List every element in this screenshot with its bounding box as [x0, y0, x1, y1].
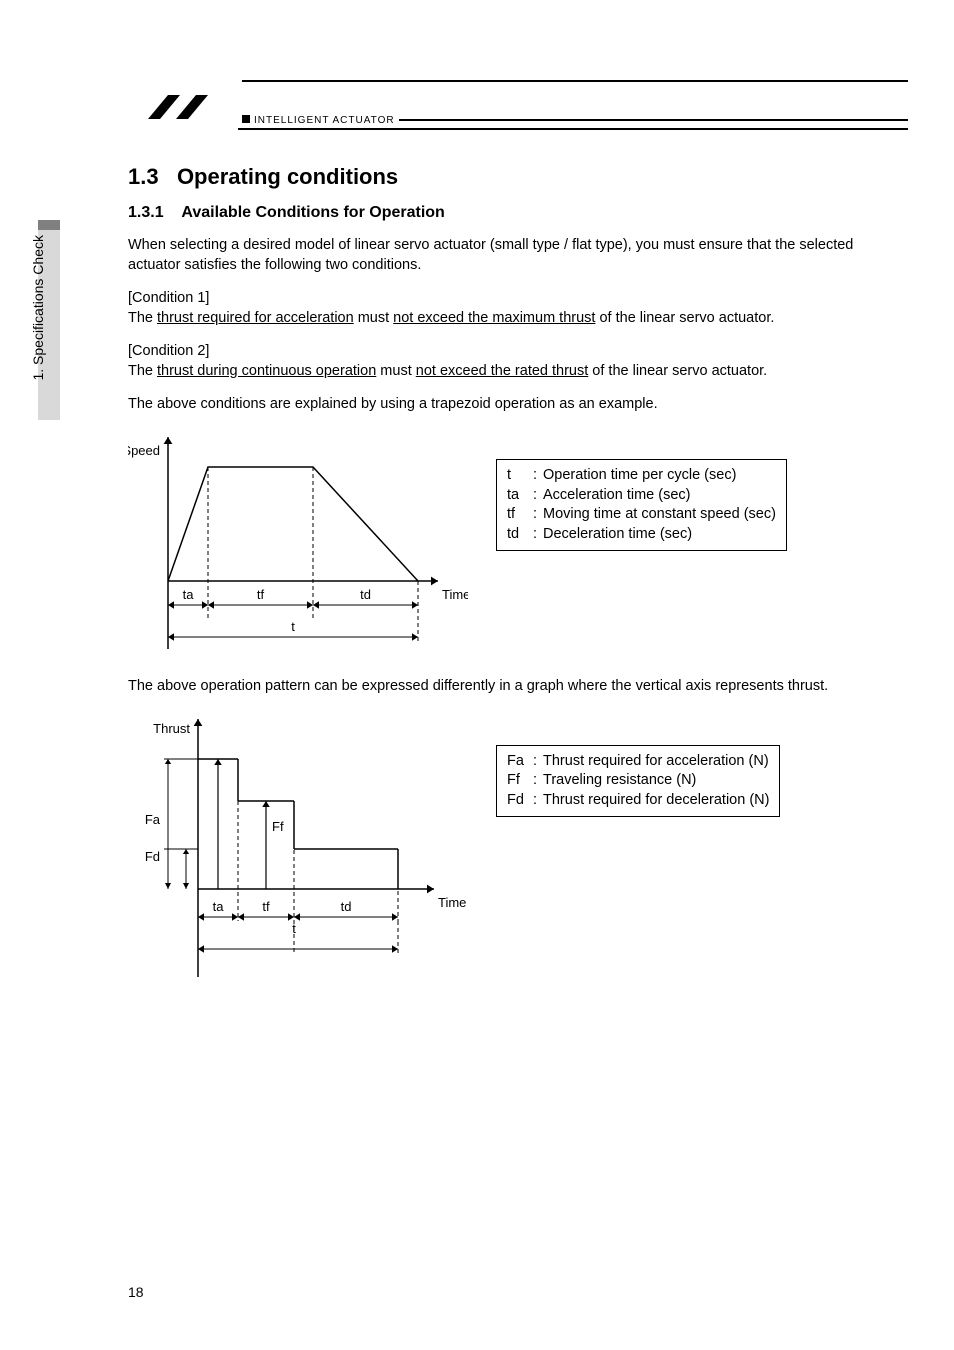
svg-text:ta: ta — [183, 587, 195, 602]
text: of the linear servo actuator. — [588, 363, 767, 379]
legend-symbol: Fd — [507, 791, 533, 811]
legend-desc: Operation time per cycle (sec) — [543, 466, 736, 486]
text: must — [376, 363, 415, 379]
svg-text:Time: Time — [442, 587, 468, 602]
legend-colon: : — [533, 791, 543, 811]
text: The — [128, 363, 157, 379]
legend-colon: : — [533, 525, 543, 545]
svg-text:td: td — [360, 587, 371, 602]
legend-symbol: Fa — [507, 752, 533, 772]
text: must — [354, 310, 393, 326]
logo-icon — [128, 84, 238, 130]
legend-desc: Acceleration time (sec) — [543, 486, 690, 506]
legend-colon: : — [533, 771, 543, 791]
legend-line: ta: Acceleration time (sec) — [507, 486, 776, 506]
svg-text:t: t — [292, 921, 296, 936]
legend-desc: Moving time at constant speed (sec) — [543, 505, 776, 525]
brand-bar: INTELLIGENT ACTUATOR — [238, 115, 908, 130]
text: The — [128, 310, 157, 326]
text: of the linear servo actuator. — [595, 310, 774, 326]
legend-symbol: td — [507, 525, 533, 545]
legend-colon: : — [533, 752, 543, 772]
subsection-title: Available Conditions for Operation — [181, 204, 444, 221]
svg-text:ta: ta — [213, 899, 225, 914]
legend-desc: Thrust required for acceleration (N) — [543, 752, 769, 772]
text-underline: not exceed the rated thrust — [416, 363, 589, 379]
mid-paragraph: The above operation pattern can be expre… — [128, 677, 908, 697]
legend-line: td: Deceleration time (sec) — [507, 525, 776, 545]
svg-text:Fa: Fa — [145, 812, 161, 827]
brand-block-icon — [242, 115, 250, 123]
page-header: INTELLIGENT ACTUATOR — [128, 84, 908, 130]
subsection-number: 1.3.1 — [128, 204, 164, 221]
condition2-text: The thrust during continuous operation m… — [128, 362, 908, 382]
legend-colon: : — [533, 486, 543, 506]
explain-paragraph: The above conditions are explained by us… — [128, 395, 908, 415]
speed-time-chart: Speed Time ta tf td t — [128, 429, 468, 659]
condition1-label: [Condition 1] — [128, 289, 908, 309]
legend2-box: Fa: Thrust required for acceleration (N)… — [496, 745, 780, 818]
svg-text:Ff: Ff — [272, 819, 284, 834]
legend-symbol: ta — [507, 486, 533, 506]
svg-text:tf: tf — [257, 587, 265, 602]
legend1-box: t: Operation time per cycle (sec)ta: Acc… — [496, 459, 787, 551]
svg-text:Time: Time — [438, 895, 466, 910]
legend-symbol: Ff — [507, 771, 533, 791]
text-underline: thrust required for acceleration — [157, 310, 354, 326]
intro-paragraph: When selecting a desired model of linear… — [128, 236, 908, 275]
section-title: Operating conditions — [177, 164, 398, 189]
legend-colon: : — [533, 505, 543, 525]
svg-text:Speed: Speed — [128, 443, 160, 458]
brand-text: INTELLIGENT ACTUATOR — [254, 115, 395, 126]
thrust-time-chart: Thrust Time Ff Fa Fd ta tf td t — [128, 711, 468, 991]
legend-colon: : — [533, 466, 543, 486]
text-underline: not exceed the maximum thrust — [393, 310, 595, 326]
legend-line: t: Operation time per cycle (sec) — [507, 466, 776, 486]
legend-desc: Traveling resistance (N) — [543, 771, 696, 791]
side-tab-label: 1. Specifications Check — [30, 235, 46, 381]
condition2-label: [Condition 2] — [128, 342, 908, 362]
svg-text:t: t — [291, 619, 295, 634]
legend-line: Ff: Traveling resistance (N) — [507, 771, 769, 791]
legend-symbol: tf — [507, 505, 533, 525]
page-number: 18 — [128, 1284, 144, 1300]
condition1-text: The thrust required for acceleration mus… — [128, 309, 908, 329]
figure1-row: SpeedTimetatftdt t: Operation time per c… — [128, 429, 908, 659]
legend-desc: Deceleration time (sec) — [543, 525, 692, 545]
figure2-row: ThrustTimeFfFaFdtatftdt Fa: Thrust requi… — [128, 711, 908, 991]
header-top-rule — [242, 80, 908, 82]
section-heading: 1.3 Operating conditions — [128, 164, 908, 190]
legend-desc: Thrust required for deceleration (N) — [543, 791, 769, 811]
svg-text:Thrust: Thrust — [153, 721, 190, 736]
legend-line: Fd: Thrust required for deceleration (N) — [507, 791, 769, 811]
page-content: INTELLIGENT ACTUATOR 1.3 Operating condi… — [128, 80, 908, 1009]
svg-text:td: td — [341, 899, 352, 914]
legend-symbol: t — [507, 466, 533, 486]
legend-line: Fa: Thrust required for acceleration (N) — [507, 752, 769, 772]
brand-rule — [399, 119, 908, 121]
subsection-heading: 1.3.1 Available Conditions for Operation — [128, 204, 908, 222]
text-underline: thrust during continuous operation — [157, 363, 376, 379]
legend-line: tf: Moving time at constant speed (sec) — [507, 505, 776, 525]
svg-text:tf: tf — [262, 899, 270, 914]
svg-text:Fd: Fd — [145, 849, 160, 864]
section-number: 1.3 — [128, 164, 159, 189]
